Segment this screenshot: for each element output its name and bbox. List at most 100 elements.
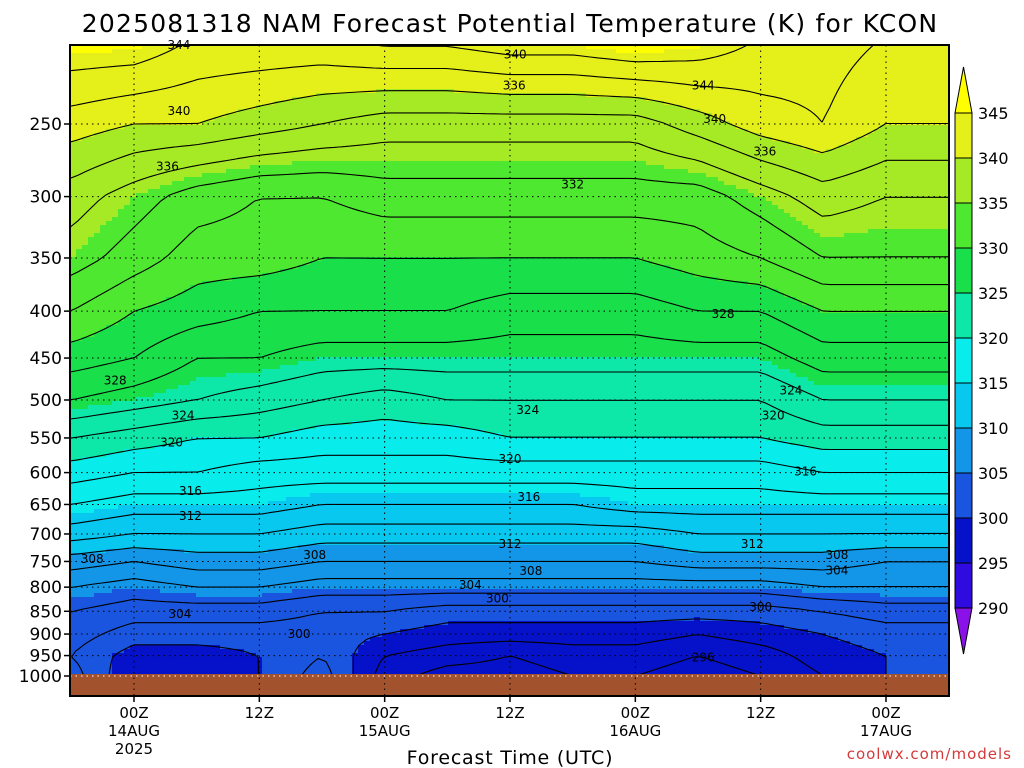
contour-fill-cell: [196, 253, 203, 258]
contour-fill-cell: [220, 93, 227, 98]
contour-fill-cell: [202, 117, 209, 122]
contour-fill-cell: [154, 349, 161, 354]
contour-fill-cell: [82, 93, 89, 98]
contour-fill-cell: [82, 117, 89, 122]
contour-fill-cell: [76, 445, 83, 450]
contour-fill-cell: [190, 213, 197, 218]
contour-fill-cell: [124, 545, 131, 550]
contour-fill-cell: [250, 161, 257, 166]
contour-fill-cell: [106, 349, 113, 354]
contour-fill-cell: [142, 357, 149, 362]
contour-fill-cell: [154, 393, 161, 398]
contour-fill-cell: [118, 305, 125, 310]
contour-fill-cell: [190, 133, 197, 138]
contour-fill-cell: [214, 113, 221, 118]
contour-fill-cell: [178, 349, 185, 354]
contour-fill-cell: [82, 185, 89, 190]
contour-fill-cell: [142, 233, 149, 238]
contour-fill-cell: [112, 289, 119, 294]
contour-fill-cell: [70, 137, 77, 142]
contour-fill-cell: [70, 73, 77, 78]
contour-fill-cell: [238, 101, 245, 106]
contour-fill-cell: [172, 141, 179, 146]
contour-fill-cell: [154, 249, 161, 254]
contour-fill-cell: [250, 121, 257, 126]
contour-fill-cell: [70, 525, 77, 530]
contour-fill-cell: [220, 553, 227, 558]
contour-fill-cell: [166, 185, 173, 190]
contour-fill-cell: [100, 337, 107, 342]
contour-fill-cell: [184, 269, 191, 274]
contour-fill-cell: [178, 341, 185, 346]
contour-fill-cell: [250, 449, 257, 454]
contour-fill-cell: [184, 97, 191, 102]
contour-fill-cell: [118, 625, 125, 630]
contour-fill-cell: [100, 569, 107, 574]
contour-fill-cell: [154, 569, 161, 574]
contour-fill-cell: [118, 669, 125, 674]
contour-fill-cell: [82, 361, 89, 366]
contour-fill-cell: [76, 653, 83, 658]
contour-fill-cell: [88, 69, 95, 74]
contour-fill-cell: [238, 637, 245, 642]
contour-fill-cell: [118, 369, 125, 374]
contour-fill-cell: [214, 77, 221, 82]
contour-fill-cell: [118, 353, 125, 358]
contour-fill-cell: [130, 489, 137, 494]
contour-fill-cell: [166, 349, 173, 354]
contour-fill-cell: [226, 517, 233, 522]
contour-fill-cell: [190, 577, 197, 582]
contour-fill-cell: [148, 141, 155, 146]
contour-fill-cell: [136, 617, 143, 622]
contour-fill-cell: [202, 449, 209, 454]
contour-fill-cell: [244, 353, 251, 358]
contour-fill-cell: [94, 125, 101, 130]
contour-fill-cell: [190, 173, 197, 178]
contour-fill-cell: [226, 49, 233, 54]
contour-fill-cell: [154, 533, 161, 538]
contour-fill-cell: [148, 597, 155, 602]
contour-fill-cell: [106, 577, 113, 582]
contour-fill-cell: [130, 401, 137, 406]
contour-fill-cell: [166, 73, 173, 78]
contour-fill-cell: [100, 213, 107, 218]
contour-fill-cell: [178, 153, 185, 158]
contour-fill-cell: [220, 249, 227, 254]
contour-fill-cell: [154, 257, 161, 262]
contour-fill-cell: [124, 57, 131, 62]
contour-fill-cell: [184, 173, 191, 178]
contour-fill-cell: [154, 97, 161, 102]
contour-fill-cell: [154, 437, 161, 442]
contour-fill-cell: [196, 553, 203, 558]
contour-fill-cell: [148, 649, 155, 654]
contour-fill-cell: [172, 197, 179, 202]
contour-fill-cell: [76, 453, 83, 458]
contour-fill-cell: [190, 165, 197, 170]
contour-fill-cell: [76, 233, 83, 238]
contour-fill-cell: [88, 157, 95, 162]
contour-fill-cell: [118, 101, 125, 106]
contour-fill-cell: [226, 225, 233, 230]
contour-fill-cell: [100, 101, 107, 106]
contour-fill-cell: [70, 337, 77, 342]
contour-fill-cell: [220, 505, 227, 510]
contour-fill-cell: [172, 281, 179, 286]
contour-fill-cell: [214, 277, 221, 282]
contour-fill-cell: [172, 65, 179, 70]
contour-fill-cell: [136, 381, 143, 386]
contour-fill-cell: [238, 357, 245, 362]
contour-fill-cell: [106, 513, 113, 518]
contour-fill-cell: [166, 509, 173, 514]
contour-fill-cell: [202, 129, 209, 134]
contour-fill-cell: [118, 617, 125, 622]
contour-fill-cell: [232, 209, 239, 214]
contour-fill-cell: [238, 473, 245, 478]
contour-fill-cell: [232, 645, 239, 650]
contour-fill-cell: [112, 109, 119, 114]
contour-fill-cell: [154, 173, 161, 178]
contour-fill-cell: [70, 589, 77, 594]
contour-fill-cell: [118, 665, 125, 670]
contour-fill-cell: [184, 141, 191, 146]
contour-fill-cell: [178, 53, 185, 58]
contour-fill-cell: [190, 553, 197, 558]
